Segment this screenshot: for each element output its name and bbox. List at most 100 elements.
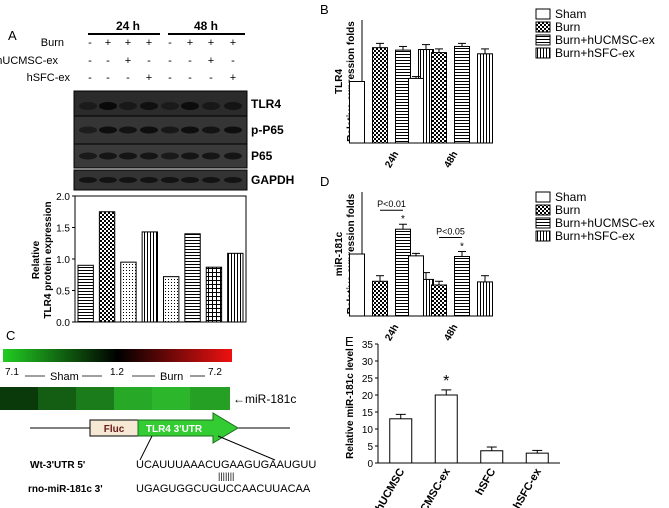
mark-r0-c2: + [125, 37, 131, 49]
chart-a-ytick-label: 0.5 [56, 287, 70, 298]
mark-r1-c7: - [231, 55, 235, 67]
heatmap-row [0, 387, 230, 410]
row-label-hsfc: hSFC-ex [27, 72, 71, 84]
panel-c-sequences: Wt-3'UTR 5' UCAUUUAAACUGAAGUGAAUGUU ||||… [28, 459, 316, 495]
mark-r0-c7: + [230, 37, 236, 49]
chart-b-bar [408, 77, 424, 144]
rno-sequence: UGAGUGGCUGUCCAACUUACAA [136, 483, 311, 495]
chart-d-bar [349, 253, 365, 317]
band-r1-c2 [119, 126, 137, 134]
chart-d-legend-label: Burn+hSFC-ex [555, 229, 635, 243]
chart-b-legend-label: Sham [555, 7, 586, 21]
row-label-burn: Burn [41, 37, 64, 49]
chart-a-ytick-label: 1.0 [56, 255, 70, 266]
chart-d-bar [477, 281, 493, 317]
band-r1-c1 [99, 126, 117, 134]
chart-e-xtick-label: hUCMSC-ex [411, 466, 453, 508]
chart-a-ytick-label: 1.5 [56, 224, 70, 235]
chart-b-bar [431, 52, 447, 144]
chart-d-star: * [460, 242, 464, 253]
chart-b-bar [372, 47, 388, 144]
chart-e-ytick-label: 25 [362, 374, 374, 385]
mirna-arrow-label: ←miR-181c [233, 392, 296, 406]
mark-r0-c4: - [168, 37, 172, 49]
chart-b-tlr4: TLR4Relative expression folds24h48hShamB… [334, 7, 655, 170]
mark-r1-c4: - [168, 55, 172, 67]
mark-r2-c6: - [209, 72, 213, 84]
chart-a-bar [184, 233, 201, 323]
chart-a-bar [205, 266, 223, 323]
chart-e-xtick-label: hUCMSC [373, 466, 407, 508]
chart-e-ytick-label: 10 [362, 425, 374, 436]
blot-label-p65: P65 [251, 149, 273, 163]
band-r0-c5 [181, 102, 199, 110]
wt-sequence: UCAUUUAAACUGAAGUGAAUGUU [136, 459, 316, 471]
band-r0-c1 [99, 102, 117, 110]
blot-label-gapdh: GAPDH [251, 173, 294, 187]
mark-r2-c3: + [146, 72, 152, 84]
mark-r0-c5: + [187, 37, 193, 49]
utr-label: TLR4 3'UTR [146, 424, 203, 435]
western-blots: TLR4 p-P65 P65 GAPDH [73, 90, 294, 191]
chart-a-bar [98, 211, 116, 323]
chart-e-xtick-label: hSFC [474, 466, 499, 497]
chart-a-bar [120, 261, 137, 323]
chart-b-legend-swatch [535, 34, 551, 46]
chart-e-bar [480, 450, 504, 464]
mark-r1-c5: - [188, 55, 192, 67]
band-r1-c5 [181, 126, 199, 134]
fluc-label: Fluc [104, 424, 125, 435]
blot-label-p-p65: p-P65 [251, 123, 284, 137]
group-burn: Burn [160, 371, 183, 383]
panel-label-c: C [6, 328, 15, 343]
band-r3-c2 [119, 177, 137, 183]
mark-r1-c3: - [147, 55, 151, 67]
pairing-lines: ||||||| [218, 471, 234, 481]
mark-r1-c1: - [106, 55, 110, 67]
chart-e-star: * [443, 373, 449, 390]
group-sham: Sham [50, 371, 79, 383]
band-r0-c2 [119, 102, 137, 110]
chart-b-xtick-label: 24h [383, 150, 401, 170]
blot-bands [79, 102, 242, 183]
chart-b-ylabel-1: TLR4 [334, 69, 345, 94]
band-r2-c5 [181, 152, 199, 160]
chart-e-ytick-label: 5 [367, 442, 373, 453]
mark-r2-c5: - [188, 72, 192, 84]
chart-a-bar [77, 264, 94, 323]
chart-b-bar [477, 53, 493, 144]
band-r3-c4 [161, 177, 179, 183]
chart-b-bar [349, 81, 365, 144]
band-r3-c5 [181, 177, 199, 183]
band-r3-c7 [224, 177, 242, 183]
mark-r1-c0: - [88, 55, 92, 67]
utr-arrow [137, 412, 239, 444]
band-r2-c3 [140, 152, 158, 160]
band-r3-c0 [79, 177, 97, 183]
mark-r0-c6: + [208, 37, 214, 49]
chart-e-xtick-label: hSFC-ex [511, 466, 544, 508]
chart-e-mir181c: 0 5 10 15 20 25 30 35 Relative miR-181c level hUC… [345, 340, 560, 508]
chart-d-bar [431, 284, 447, 317]
row-label-hucmsc: hUCMSC-ex [0, 55, 58, 67]
panel-c-heatmap: 7.1 1.2 7.2 Sham Burn ←miR-181c [0, 349, 296, 410]
band-r1-c0 [79, 126, 97, 134]
band-r1-c7 [224, 126, 242, 134]
mark-r2-c4: - [168, 72, 172, 84]
panel-label-a: A [8, 28, 17, 43]
mark-r0-c0: - [88, 37, 92, 49]
chart-d-legend-swatch [535, 230, 551, 242]
chart-d-legend-swatch [535, 204, 551, 216]
chart-d-legend-swatch [535, 191, 551, 203]
band-r1-c4 [161, 126, 179, 134]
band-r3-c1 [99, 177, 117, 183]
time-group-24h: 24 h [116, 19, 140, 33]
chart-e-bar [389, 418, 413, 464]
chart-a-ylabel-2: TLR4 protein expression [43, 201, 54, 318]
chart-e-ytick-label: 0 [367, 459, 373, 470]
band-r3-c6 [202, 177, 220, 183]
chart-d-legend-label: Burn+hUCMSC-ex [555, 216, 655, 230]
chart-e-bar [434, 394, 458, 464]
band-r2-c0 [79, 152, 97, 160]
